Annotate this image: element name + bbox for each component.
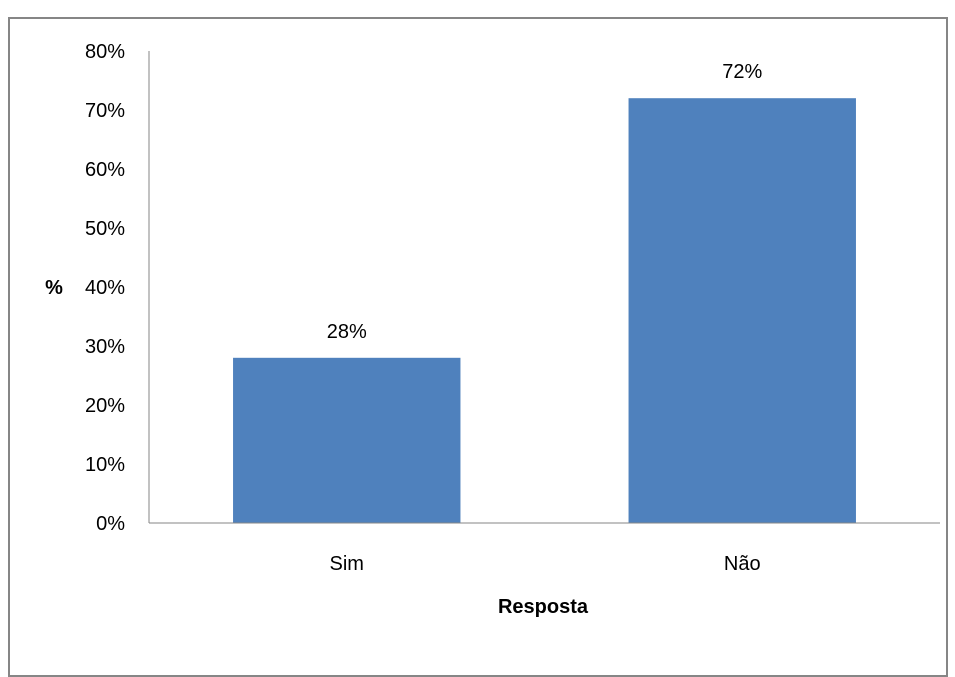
bar <box>233 357 461 523</box>
y-tick-label: 60% <box>85 159 125 181</box>
y-tick-label: 50% <box>85 218 125 240</box>
x-axis-title: Resposta <box>498 596 589 618</box>
category-label: Não <box>724 553 761 575</box>
category-labels: Sim Não <box>330 553 761 575</box>
bar <box>628 98 856 523</box>
bar-chart: 0% 10% 20% 30% 40% 50% 60% 70% 80% 28% 72% Sim Não… <box>45 41 940 618</box>
y-tick-label: 20% <box>85 395 125 417</box>
y-tick-label: 10% <box>85 454 125 476</box>
y-tick-label: 0% <box>96 513 125 535</box>
y-tick-labels: 0% 10% 20% 30% 40% 50% 60% 70% 80% <box>85 41 125 535</box>
y-tick-label: 70% <box>85 100 125 122</box>
y-tick-label: 80% <box>85 41 125 63</box>
bar-data-label: 28% <box>327 321 367 343</box>
data-labels: 28% 72% <box>327 61 763 343</box>
bars <box>233 98 856 523</box>
category-label: Sim <box>330 553 364 575</box>
bar-data-label: 72% <box>722 61 762 83</box>
y-tick-label: 30% <box>85 336 125 358</box>
y-tick-label: 40% <box>85 277 125 299</box>
y-axis-title: % <box>45 277 63 299</box>
